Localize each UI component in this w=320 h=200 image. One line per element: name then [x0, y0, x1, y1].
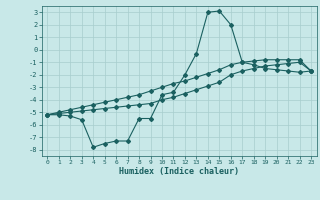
X-axis label: Humidex (Indice chaleur): Humidex (Indice chaleur)	[119, 167, 239, 176]
